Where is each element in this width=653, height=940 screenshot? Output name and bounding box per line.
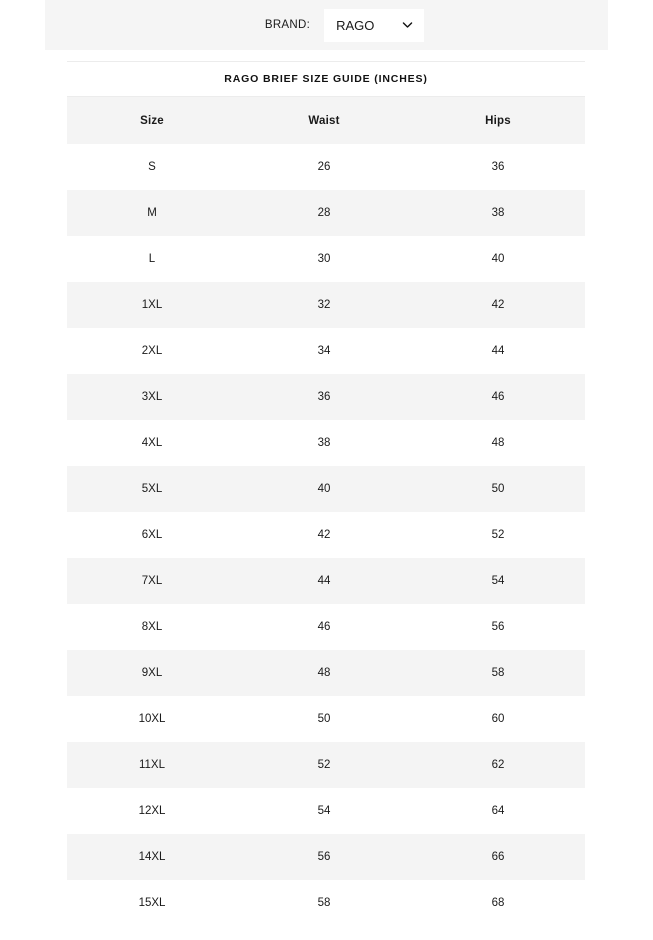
- waist-cell: 54: [237, 788, 411, 834]
- size-cell: 7XL: [67, 558, 237, 604]
- waist-cell: 32: [237, 282, 411, 328]
- hips-cell: 40: [411, 236, 585, 282]
- waist-cell: 38: [237, 420, 411, 466]
- waist-cell: 50: [237, 696, 411, 742]
- brand-select[interactable]: RAGO: [324, 8, 425, 42]
- table-row: 15XL 58 68: [67, 880, 585, 926]
- hips-cell: 38: [411, 190, 585, 236]
- hips-cell: 36: [411, 144, 585, 190]
- waist-cell: 40: [237, 466, 411, 512]
- brand-selector-group: BRAND: RAGO: [264, 8, 425, 42]
- hips-cell: 50: [411, 466, 585, 512]
- table-row: 9XL 48 58: [67, 650, 585, 696]
- waist-cell: 52: [237, 742, 411, 788]
- size-cell: L: [67, 236, 237, 282]
- waist-cell: 28: [237, 190, 411, 236]
- table-row: 4XL 38 48: [67, 420, 585, 466]
- table-header-row: Size Waist Hips: [67, 97, 585, 144]
- size-guide-panel: RAGO BRIEF SIZE GUIDE (INCHES) Size Wais…: [67, 61, 585, 926]
- hips-cell: 60: [411, 696, 585, 742]
- size-cell: M: [67, 190, 237, 236]
- table-row: 8XL 46 56: [67, 604, 585, 650]
- waist-cell: 48: [237, 650, 411, 696]
- size-cell: 9XL: [67, 650, 237, 696]
- hips-cell: 58: [411, 650, 585, 696]
- size-cell: 12XL: [67, 788, 237, 834]
- brand-selector-bar: BRAND: RAGO: [45, 0, 608, 50]
- column-header-size: Size: [67, 97, 237, 144]
- size-cell: 8XL: [67, 604, 237, 650]
- table-row: M 28 38: [67, 190, 585, 236]
- table-row: 11XL 52 62: [67, 742, 585, 788]
- hips-cell: 44: [411, 328, 585, 374]
- waist-cell: 36: [237, 374, 411, 420]
- waist-cell: 34: [237, 328, 411, 374]
- size-cell: 2XL: [67, 328, 237, 374]
- column-header-hips: Hips: [411, 97, 585, 144]
- waist-cell: 46: [237, 604, 411, 650]
- size-cell: 5XL: [67, 466, 237, 512]
- size-cell: S: [67, 144, 237, 190]
- hips-cell: 54: [411, 558, 585, 604]
- table-row: 14XL 56 66: [67, 834, 585, 880]
- hips-cell: 52: [411, 512, 585, 558]
- table-row: 6XL 42 52: [67, 512, 585, 558]
- size-cell: 6XL: [67, 512, 237, 558]
- size-cell: 3XL: [67, 374, 237, 420]
- waist-cell: 58: [237, 880, 411, 926]
- table-row: 2XL 34 44: [67, 328, 585, 374]
- hips-cell: 68: [411, 880, 585, 926]
- chevron-down-icon: [401, 19, 414, 32]
- waist-cell: 44: [237, 558, 411, 604]
- table-row: 5XL 40 50: [67, 466, 585, 512]
- brand-select-value: RAGO: [336, 17, 375, 33]
- column-header-waist: Waist: [237, 97, 411, 144]
- size-cell: 15XL: [67, 880, 237, 926]
- size-guide-table: Size Waist Hips S 26 36 M 28 38 L 30 40 1XL 32 42 2X…: [67, 97, 585, 926]
- table-body: S 26 36 M 28 38 L 30 40 1XL 32 42 2XL 34 44 3XL 36 46 4XL 3…: [67, 144, 585, 926]
- size-cell: 10XL: [67, 696, 237, 742]
- hips-cell: 62: [411, 742, 585, 788]
- table-row: 1XL 32 42: [67, 282, 585, 328]
- waist-cell: 30: [237, 236, 411, 282]
- hips-cell: 46: [411, 374, 585, 420]
- size-cell: 1XL: [67, 282, 237, 328]
- table-row: L 30 40: [67, 236, 585, 282]
- size-cell: 14XL: [67, 834, 237, 880]
- table-row: S 26 36: [67, 144, 585, 190]
- size-cell: 4XL: [67, 420, 237, 466]
- hips-cell: 64: [411, 788, 585, 834]
- table-header: Size Waist Hips: [67, 97, 585, 144]
- table-row: 7XL 44 54: [67, 558, 585, 604]
- waist-cell: 42: [237, 512, 411, 558]
- hips-cell: 66: [411, 834, 585, 880]
- hips-cell: 48: [411, 420, 585, 466]
- brand-label: BRAND:: [264, 19, 311, 31]
- table-row: 12XL 54 64: [67, 788, 585, 834]
- waist-cell: 56: [237, 834, 411, 880]
- waist-cell: 26: [237, 144, 411, 190]
- table-row: 10XL 50 60: [67, 696, 585, 742]
- table-row: 3XL 36 46: [67, 374, 585, 420]
- hips-cell: 56: [411, 604, 585, 650]
- hips-cell: 42: [411, 282, 585, 328]
- size-cell: 11XL: [67, 742, 237, 788]
- size-guide-title: RAGO BRIEF SIZE GUIDE (INCHES): [67, 61, 585, 97]
